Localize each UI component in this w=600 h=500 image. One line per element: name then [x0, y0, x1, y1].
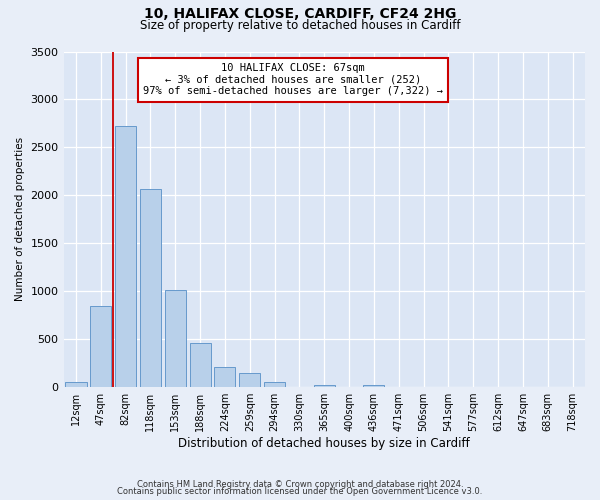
Y-axis label: Number of detached properties: Number of detached properties	[15, 137, 25, 302]
Bar	[90, 306, 112, 387]
Bar	[115, 126, 136, 387]
Text: Size of property relative to detached houses in Cardiff: Size of property relative to detached ho…	[140, 18, 460, 32]
Bar	[314, 384, 335, 387]
Text: 10 HALIFAX CLOSE: 67sqm
← 3% of detached houses are smaller (252)
97% of semi-de: 10 HALIFAX CLOSE: 67sqm ← 3% of detached…	[143, 63, 443, 96]
Bar	[190, 344, 211, 387]
Bar	[214, 367, 235, 387]
Text: 10, HALIFAX CLOSE, CARDIFF, CF24 2HG: 10, HALIFAX CLOSE, CARDIFF, CF24 2HG	[144, 8, 456, 22]
X-axis label: Distribution of detached houses by size in Cardiff: Distribution of detached houses by size …	[178, 437, 470, 450]
Bar	[239, 373, 260, 387]
Bar	[140, 188, 161, 387]
Bar	[65, 382, 86, 387]
Text: Contains public sector information licensed under the Open Government Licence v3: Contains public sector information licen…	[118, 487, 482, 496]
Bar	[264, 382, 285, 387]
Bar	[364, 385, 385, 387]
Bar	[165, 290, 186, 387]
Text: Contains HM Land Registry data © Crown copyright and database right 2024.: Contains HM Land Registry data © Crown c…	[137, 480, 463, 489]
